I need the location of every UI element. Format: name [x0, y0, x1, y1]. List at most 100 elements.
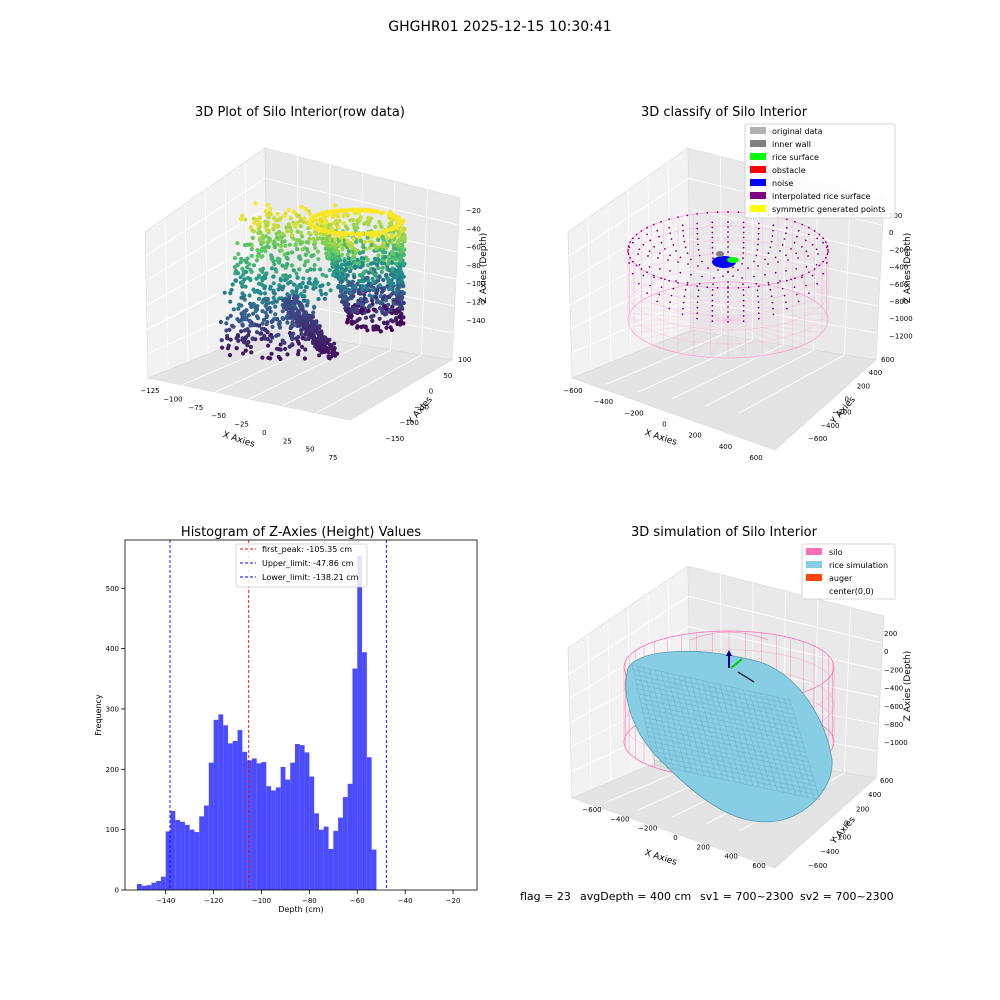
classify-legend-label: inner wall [772, 140, 811, 149]
hist-bar [347, 783, 353, 890]
hist-bar [175, 820, 181, 890]
raw-y-label: Y Axies [406, 395, 435, 427]
sim-x-tick: −400 [610, 815, 629, 823]
classify-legend-label: original data [772, 127, 823, 136]
raw-z-tick: −140 [466, 317, 485, 325]
hist-bar [280, 766, 286, 890]
footer-info: flag = 23 avgDepth = 400 cm sv1 = 700~23… [520, 890, 894, 903]
hist-y-ticks: 0 100 200 300 400 500 [106, 585, 125, 895]
sim-y-tick-labels: −600 −400 −200 0 200 400 600 [808, 777, 893, 870]
hist-bar [204, 805, 209, 890]
raw-y-tick: −150 [385, 435, 404, 443]
sim-x-tick: −200 [638, 825, 657, 833]
classify-legend-swatch [750, 140, 766, 147]
cls-x-tick: 600 [749, 454, 762, 462]
hist-legend-label: Lower_limit: -138.21 cm [262, 573, 359, 582]
hist-bar [237, 730, 243, 890]
hist-x-tick: −120 [204, 897, 223, 905]
classify-center-cluster [712, 251, 739, 268]
hist-bar [285, 779, 291, 890]
footer-avg-depth: avgDepth = 400 cm [580, 890, 691, 903]
cls-x-tick: −600 [563, 387, 582, 395]
sim-y-tick: 400 [868, 791, 881, 799]
hist-bar [242, 751, 248, 890]
raw-x-tick: 50 [306, 446, 315, 454]
hist-bar [136, 883, 142, 890]
hist-y-tick: 500 [106, 585, 119, 593]
raw-point-cloud [218, 201, 407, 362]
raw-x-tick: 0 [262, 429, 266, 437]
classify-legend-swatch [750, 192, 766, 199]
raw-x-tick-labels: −125 −100 −75 −50 −25 0 25 50 75 [140, 387, 337, 462]
classify-z-label: Z Axies (Depth) [903, 233, 913, 304]
hist-bar [184, 824, 190, 890]
classify-legend-label: noise [772, 179, 793, 188]
hist-bar [256, 763, 262, 890]
classify-x-label: X Axies [643, 428, 678, 448]
sim-z-label: Z Axies (Depth) [903, 651, 913, 722]
raw-y-tick: −50 [414, 403, 429, 411]
cls-x-tick: 400 [719, 443, 732, 451]
hist-bar [189, 829, 195, 890]
hist-x-tick: −100 [252, 897, 271, 905]
sim-x-tick: 600 [752, 862, 765, 870]
raw-x-tick: 75 [329, 454, 338, 462]
sim-z-tick: −1000 [884, 739, 908, 747]
hist-legend-label: first_peak: -105.35 cm [262, 545, 352, 554]
raw-x-tick: 25 [283, 437, 292, 445]
classify-legend-label: rice surface [772, 153, 819, 162]
sim-y-tick: −600 [808, 862, 827, 870]
classify-axes-box [567, 147, 885, 451]
hist-bars [136, 555, 377, 890]
cls-y-tick: −200 [832, 409, 851, 417]
sim-y-tick: 600 [880, 777, 893, 785]
hist-bar [371, 849, 377, 890]
sim-legend-swatch [806, 561, 822, 568]
hist-bar [333, 830, 339, 890]
sim-legend-swatch [806, 548, 822, 555]
cls-x-tick: 200 [688, 432, 701, 440]
hist-x-tick: −40 [398, 897, 413, 905]
hist-bar [290, 762, 296, 890]
hist-bar [251, 758, 257, 890]
raw-x-label: X Axies [221, 430, 256, 450]
hist-bar [271, 790, 276, 890]
hist-bar [208, 762, 214, 890]
panel-classify: 3D classify of Silo Interior −600 −400 −20… [563, 105, 913, 462]
raw-z-tick: −40 [466, 225, 481, 233]
sim-y-tick: 0 [844, 820, 848, 828]
cls-y-tick: 200 [857, 382, 870, 390]
cls-z-tick: −600 [889, 281, 908, 289]
hist-bar [213, 719, 219, 890]
cls-x-tick: 0 [662, 421, 666, 429]
raw-x-tick: −25 [234, 421, 249, 429]
sim-z-tick: −400 [884, 685, 903, 693]
classify-x-tick-labels: −600 −400 −200 0 200 400 600 [563, 387, 762, 462]
sim-x-tick: 200 [697, 843, 710, 851]
footer-sv1: sv1 = 700~2300 [700, 890, 794, 903]
raw-x-tick: −100 [163, 395, 182, 403]
sim-y-tick: 200 [856, 805, 869, 813]
classify-legend-swatch [750, 166, 766, 173]
cls-y-tick: 600 [881, 356, 894, 364]
hist-bar [314, 813, 319, 890]
cls-y-tick: −600 [808, 435, 827, 443]
hist-x-tick: −80 [302, 897, 317, 905]
raw-y-tick: −100 [400, 419, 419, 427]
hist-x-tick: −140 [156, 897, 175, 905]
hist-bar [146, 885, 152, 890]
sim-z-tick: 0 [884, 648, 888, 656]
cls-z-tick: 0 [889, 229, 893, 237]
sim-y-tick: −200 [832, 834, 851, 842]
classify-z-tick-labels: 200 0 −200 −400 −600 −800 −1000 −1200 [889, 212, 913, 340]
hist-bar [266, 786, 272, 890]
raw-y-tick: 0 [429, 388, 433, 396]
cls-x-tick: −200 [624, 409, 643, 417]
hist-reference-lines [169, 540, 387, 890]
sim-z-tick: 200 [884, 630, 897, 638]
classify-legend-label: symmetric generated points [772, 205, 885, 214]
hist-x-tick: −60 [350, 897, 365, 905]
hist-bar [170, 810, 176, 890]
hist-bar [247, 760, 252, 890]
hist-bar [141, 885, 147, 890]
